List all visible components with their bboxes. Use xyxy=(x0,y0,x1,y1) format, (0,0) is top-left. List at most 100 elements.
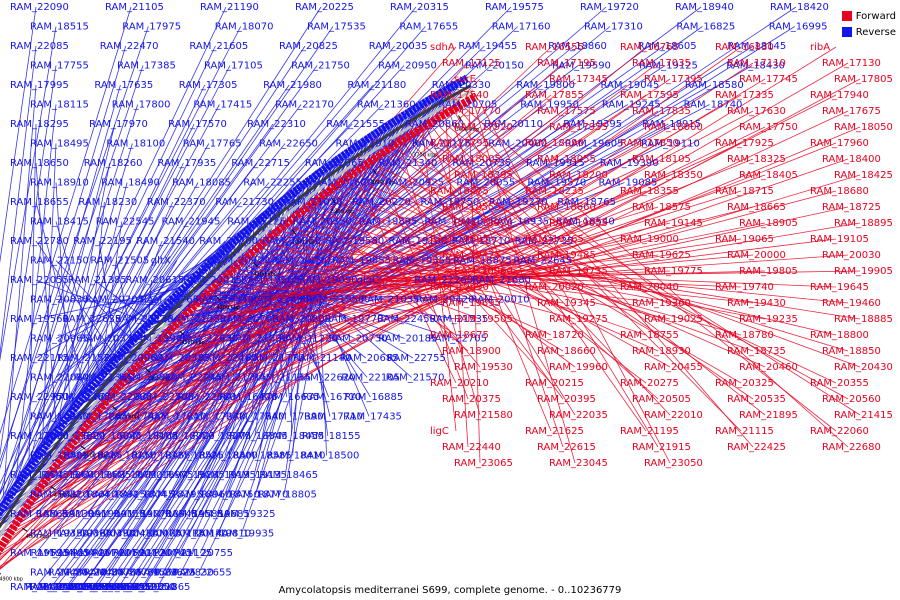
feature-label: RAM_19430 xyxy=(727,298,786,309)
feature-label: RAM_20350 xyxy=(293,217,352,228)
ruler-tick xyxy=(22,527,28,532)
feature-label: RAM_22505 xyxy=(135,392,194,403)
leader-line xyxy=(81,91,437,588)
feature-label: RAM_17210 xyxy=(147,412,206,423)
feature-label: RAM_18100 xyxy=(106,139,165,150)
feature-label: RAM_19390 xyxy=(600,158,659,169)
feature-label: RAM_19770 xyxy=(325,314,384,325)
ruler-label: 3600 kbp xyxy=(456,127,480,133)
feature-label: RAM_19025 xyxy=(644,314,703,325)
leader-line xyxy=(459,109,754,448)
leader-line xyxy=(246,262,837,288)
feature-label: RAM_19780 xyxy=(80,582,139,593)
feature-label: RAM_19195 xyxy=(197,470,256,481)
feature-label: RAM_19805 xyxy=(739,266,798,277)
feature-label: RAM_22090 xyxy=(10,2,69,13)
feature-label: RAM_18050 xyxy=(834,122,893,133)
feature-label: RAM_18430 xyxy=(726,61,785,72)
feature-label: RAM_19465 xyxy=(31,548,90,559)
feature-label: RAM_19455 xyxy=(458,41,517,52)
leader-line xyxy=(35,201,85,390)
feature-label: RAM_21155 xyxy=(252,373,311,384)
leader-line xyxy=(0,65,57,457)
feature-label: RAM_18545 xyxy=(10,470,69,481)
feature-label: RAM_17770 xyxy=(442,106,501,117)
feature-label: RAM_19585 xyxy=(165,509,224,520)
leader-line xyxy=(262,248,754,304)
feature-label: RAM_18235 xyxy=(525,186,584,197)
feature-label: RAM_17850 xyxy=(620,138,679,149)
feature-label: RAM_19575 xyxy=(485,2,544,13)
leader-line xyxy=(35,162,57,426)
feature-label: RAM_21225 xyxy=(227,217,286,228)
feature-label: RAM_21570 xyxy=(386,373,445,384)
feature-label: RAM_17345 xyxy=(549,74,608,85)
feature-label: RAM_17765 xyxy=(183,139,242,150)
feature-label: RAM_18295 xyxy=(10,119,69,130)
leader-line xyxy=(35,240,115,356)
feature-label: RAM_18540 xyxy=(556,217,615,228)
feature-label: RAM_22635 xyxy=(62,314,121,325)
feature-label: RAM_22650 xyxy=(259,139,318,150)
feature-label: RAM_18720 xyxy=(525,330,584,341)
feature-label: RAM_19340 xyxy=(195,295,254,306)
leader-line xyxy=(445,118,469,448)
feature-label: RAM_22310 xyxy=(247,119,306,130)
forward-swatch xyxy=(841,11,852,21)
feature-label: RAM_18265 xyxy=(64,451,123,462)
leader-line xyxy=(202,254,754,304)
feature-label: RAM_22085 xyxy=(10,41,69,52)
leader-line xyxy=(36,110,469,501)
feature-label: RAM_21220 xyxy=(279,334,338,345)
leader-line xyxy=(242,266,742,288)
feature-label: RAM_20505 xyxy=(632,394,691,405)
backbone-line xyxy=(0,84,472,529)
feature-label: RAM_19065 xyxy=(715,234,774,245)
leader-line xyxy=(111,174,766,402)
feature-label: RAM_22005 xyxy=(94,392,153,403)
feature-label: RAM_20220 xyxy=(352,197,411,208)
reverse-feature-ring xyxy=(0,74,469,519)
feature-label: RAM_21360 xyxy=(357,100,416,111)
feature-label: RAM_19070 xyxy=(113,509,172,520)
feature-label: RAM_16710 xyxy=(303,392,362,403)
feature-label: RAM_21750 xyxy=(291,61,350,72)
feature-label: RAM_17540 xyxy=(430,90,489,101)
leader-line xyxy=(87,201,174,386)
ruler-label: 4100 kbp xyxy=(253,272,277,278)
feature-label: RAM_18665 xyxy=(727,202,786,213)
leader-line xyxy=(468,104,481,464)
feature-label: RAM_20410 xyxy=(100,529,159,540)
feature-label: RAM_17390 xyxy=(265,412,324,423)
feature-label: RAM_18940 xyxy=(675,2,734,13)
feature-label: RAM_22780 xyxy=(10,236,69,247)
feature-label: RAM_22645 xyxy=(513,256,572,267)
feature-label: RAM_20115 xyxy=(146,529,205,540)
feature-label: RAM_18115 xyxy=(30,100,89,111)
feature-label: RAM_17745 xyxy=(739,74,798,85)
feature-label: RAM_20705 xyxy=(439,100,498,111)
feature-label: RAM_18715 xyxy=(715,186,774,197)
feature-label: RAM_19990 xyxy=(430,282,489,293)
ruler-label: 4000 kbp xyxy=(292,240,316,246)
feature-label: RAM_18770 xyxy=(230,490,289,501)
feature-label: RAM_22655 xyxy=(173,568,232,579)
ruler-tick xyxy=(291,229,297,235)
leader-line xyxy=(325,198,754,352)
feature-label: RAM_22450 xyxy=(377,314,436,325)
leader-line xyxy=(21,94,457,523)
ruler-label: 3700 kbp xyxy=(413,153,437,159)
feature-label: RAM_18105 xyxy=(632,154,691,165)
leader-line xyxy=(342,185,671,368)
backbone-shadow xyxy=(0,88,474,539)
feature-label: RAM_18915 xyxy=(642,119,701,130)
feature-label: RAM_19800 xyxy=(516,80,575,91)
feature-label: RAM_22065 xyxy=(305,158,364,169)
feature-label: RAM_20395 xyxy=(537,394,596,405)
feature-label: RAM_17755 xyxy=(30,61,89,72)
feature-label: RAM_18350 xyxy=(644,170,703,181)
leader-line xyxy=(16,104,139,479)
feature-label: RAM_17640 xyxy=(226,412,285,423)
